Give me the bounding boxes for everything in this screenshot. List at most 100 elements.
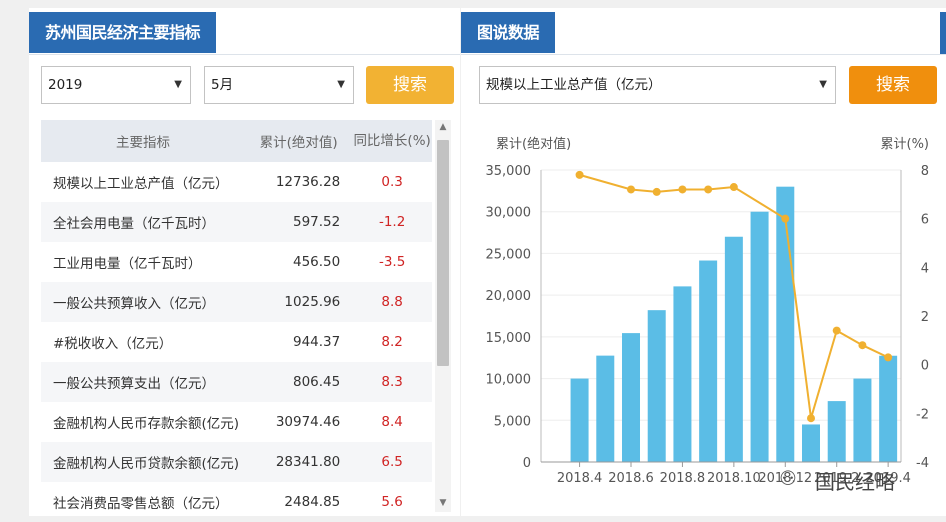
bar [570, 378, 589, 462]
y2-tick-label: 8 [921, 164, 929, 179]
line-point [627, 185, 635, 194]
y-axis-label: 累计(绝对值) [496, 136, 571, 152]
indicator-name: 规模以上工业总产值（亿元） [53, 176, 229, 192]
indicator-name: #税收收入（亿元） [53, 336, 173, 352]
header-indicator: 主要指标 [41, 120, 245, 162]
y2-tick-label: 2 [921, 310, 929, 325]
table-scrollbar[interactable]: ▲ ▼ [435, 120, 451, 512]
table-row[interactable]: 一般公共预算支出（亿元） 806.45 8.3 [41, 362, 432, 402]
table-row[interactable]: 工业用电量（亿千瓦时） 456.50 -3.5 [41, 242, 432, 282]
y-tick-label: 5,000 [494, 414, 531, 429]
growth-rate: 0.3 [381, 174, 403, 190]
watermark-text: 国民经略 [815, 470, 895, 494]
y2-tick-label: -2 [916, 407, 929, 422]
indicator-select-value: 规模以上工业总产值（亿元） [486, 77, 662, 93]
right-panel-header: 图说数据 [461, 8, 946, 55]
x-tick-label: 2019.2 [814, 471, 860, 486]
y2-tick-label: 6 [921, 213, 929, 228]
indicator-name: 一般公共预算收入（亿元） [41, 282, 245, 322]
line-point [729, 183, 738, 192]
header-cumulative: 累计(绝对值) [244, 120, 353, 162]
bar [827, 401, 846, 462]
left-panel-title: 苏州国民经济主要指标 [29, 12, 217, 53]
line-point [832, 326, 841, 335]
growth-rate: 8.4 [381, 414, 403, 430]
y-tick-label: 10,000 [486, 373, 532, 388]
indicator-select[interactable]: 规模以上工业总产值（亿元） ▼ [479, 66, 836, 104]
table-row[interactable]: 全社会用电量（亿千瓦时） 597.52 -1.2 [41, 202, 432, 242]
cumulative-value: 456.50 [293, 254, 341, 270]
indicator-name: 金融机构人民币贷款余额(亿元) [41, 442, 245, 482]
cumulative-value: 28341.80 [244, 442, 353, 482]
indicators-table: 主要指标 累计(绝对值) 同比增长(%) 规模以上工业总产值（亿元） 12736.… [41, 120, 432, 522]
table-row[interactable]: 金融机构人民币贷款余额(亿元) 28341.80 6.5 [41, 442, 432, 482]
y2-tick-label: 4 [921, 261, 929, 276]
year-select-chevron-down-icon: ▼ [174, 79, 182, 90]
right-panel-title: 图说数据 [461, 12, 556, 53]
cumulative-value: 12736.28 [275, 174, 341, 190]
year-select-value: 2019 [48, 77, 83, 93]
chart-panel: 图说数据 规模以上工业总产值（亿元） ▼ 搜索 累计(绝对值) 累计(%) 0 5… [461, 8, 946, 516]
line-point [858, 341, 867, 350]
table-row[interactable]: 一般公共预算收入（亿元） 1025.96 8.8 [41, 282, 432, 322]
cumulative-value: 806.45 [244, 362, 353, 402]
indicator-name: 工业用电量（亿千瓦时） [53, 256, 202, 272]
line-point [704, 185, 713, 194]
growth-rate: 8.3 [352, 362, 432, 402]
scrollbar-thumb[interactable] [437, 140, 449, 366]
y-tick-label: 20,000 [486, 289, 532, 304]
month-select-value: 5月 [211, 77, 234, 93]
cumulative-value: 1025.96 [244, 282, 353, 322]
month-select[interactable]: 5月 ▼ [204, 66, 354, 104]
y2-axis-label: 累计(%) [881, 137, 930, 152]
growth-rate: 5.6 [381, 494, 403, 510]
y-tick-label: 0 [523, 456, 531, 471]
combo-chart: 累计(绝对值) 累计(%) 0 5,000 10,000 15,000 20,000 25… [486, 136, 930, 486]
next-tab-edge [940, 12, 946, 54]
x-tick-label: 2018.10 [707, 471, 761, 486]
growth-rate: 6.5 [352, 442, 432, 482]
bar [750, 211, 769, 462]
x-tick-label: 2019.4 [865, 471, 911, 486]
left-search-button[interactable]: 搜索 [366, 66, 454, 104]
table-row[interactable]: 社会消费品零售总额（亿元） 2484.85 5.6 [41, 482, 432, 522]
growth-rate: -3.5 [378, 254, 406, 270]
bar [699, 260, 718, 462]
bar [853, 378, 872, 462]
bar [776, 186, 795, 462]
bar [622, 333, 640, 462]
watermark: ⚇ 国民经略 [779, 464, 929, 494]
indicator-name: 金融机构人民币存款余额(亿元) [53, 416, 240, 432]
indicator-name: 一般公共预算支出（亿元） [41, 362, 245, 402]
growth-rate: 8.2 [381, 334, 403, 350]
line-point [781, 214, 790, 223]
y-tick-label: 15,000 [486, 331, 532, 346]
y-tick-label: 25,000 [486, 247, 532, 262]
line-point [678, 185, 687, 194]
table-row[interactable]: 金融机构人民币存款余额(亿元) 30974.46 8.4 [41, 402, 432, 442]
bar [596, 355, 615, 462]
year-select[interactable]: 2019 ▼ [41, 66, 191, 104]
scroll-up-arrow-icon[interactable]: ▲ [439, 122, 447, 132]
bar [802, 424, 820, 462]
wechat-icon: ⚇ [779, 466, 797, 490]
growth-rate: 8.8 [352, 282, 432, 322]
line-point [652, 187, 661, 196]
month-select-chevron-down-icon: ▼ [337, 79, 345, 90]
table-row[interactable]: #税收收入（亿元） 944.37 8.2 [41, 322, 432, 362]
scroll-down-arrow-icon[interactable]: ▼ [439, 498, 447, 508]
x-tick-label: 2018.12 [758, 471, 812, 486]
indicator-select-chevron-down-icon: ▼ [819, 79, 827, 90]
indicator-name: 全社会用电量（亿千瓦时） [41, 202, 245, 242]
cumulative-value: 2484.85 [284, 494, 341, 510]
cumulative-value: 30974.46 [275, 414, 341, 430]
line-point [807, 414, 815, 423]
table-header-row: 主要指标 累计(绝对值) 同比增长(%) [41, 120, 432, 162]
line-point [575, 170, 584, 179]
bar [673, 286, 692, 462]
right-search-button[interactable]: 搜索 [849, 66, 937, 104]
y2-tick-label: -4 [916, 456, 929, 471]
table-row[interactable]: 规模以上工业总产值（亿元） 12736.28 0.3 [41, 162, 432, 202]
header-growth: 同比增长(%) [352, 120, 432, 162]
y-tick-label: 30,000 [486, 206, 532, 221]
